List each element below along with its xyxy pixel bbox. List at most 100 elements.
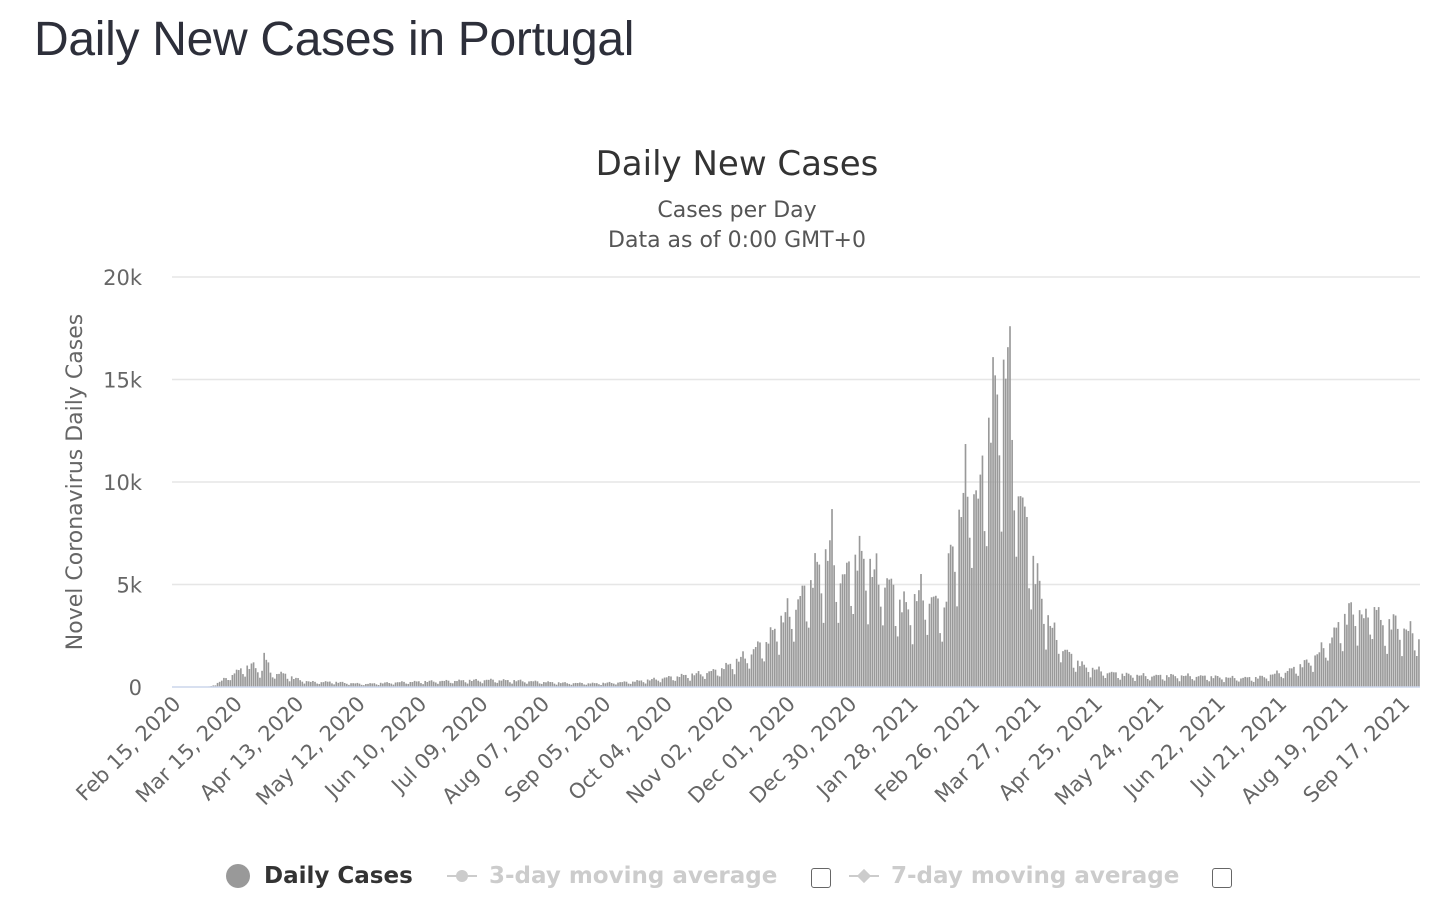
- bar[interactable]: [297, 678, 299, 687]
- bar[interactable]: [846, 562, 848, 687]
- bar[interactable]: [805, 621, 808, 687]
- bar[interactable]: [873, 569, 876, 687]
- bar[interactable]: [553, 683, 556, 687]
- bar[interactable]: [659, 682, 662, 687]
- bar[interactable]: [627, 683, 630, 687]
- bar[interactable]: [678, 676, 681, 687]
- bar[interactable]: [276, 674, 278, 687]
- bar[interactable]: [227, 680, 229, 687]
- bar[interactable]: [532, 681, 535, 687]
- bar[interactable]: [458, 679, 460, 687]
- bar[interactable]: [492, 679, 494, 687]
- bar[interactable]: [937, 598, 939, 687]
- bar[interactable]: [1163, 680, 1166, 687]
- bar[interactable]: [1055, 639, 1058, 687]
- bar[interactable]: [971, 567, 973, 687]
- bar[interactable]: [918, 590, 920, 687]
- bar[interactable]: [638, 680, 641, 687]
- bar[interactable]: [858, 535, 861, 687]
- bar[interactable]: [502, 679, 505, 687]
- bar[interactable]: [600, 685, 602, 687]
- bar[interactable]: [665, 677, 668, 687]
- bar[interactable]: [860, 550, 863, 687]
- bar[interactable]: [790, 628, 793, 687]
- bar[interactable]: [1276, 670, 1278, 687]
- bar[interactable]: [718, 676, 721, 687]
- bar[interactable]: [1157, 675, 1160, 687]
- bar[interactable]: [1265, 678, 1268, 687]
- bar[interactable]: [540, 683, 543, 687]
- bar[interactable]: [1002, 359, 1005, 687]
- bar[interactable]: [1386, 653, 1388, 687]
- bar[interactable]: [316, 683, 318, 687]
- bar[interactable]: [701, 676, 704, 687]
- bar[interactable]: [1267, 681, 1270, 687]
- bar[interactable]: [996, 394, 999, 687]
- bar[interactable]: [1310, 665, 1312, 687]
- bar[interactable]: [1136, 674, 1138, 687]
- bar[interactable]: [1405, 629, 1408, 687]
- bar[interactable]: [884, 587, 886, 687]
- bar[interactable]: [877, 584, 880, 687]
- 7-day-average-checkbox[interactable]: [1212, 868, 1232, 888]
- bar[interactable]: [348, 684, 350, 687]
- bar[interactable]: [1127, 673, 1130, 687]
- bar[interactable]: [1293, 666, 1295, 687]
- bar[interactable]: [771, 630, 774, 687]
- bar[interactable]: [1182, 675, 1185, 687]
- bar[interactable]: [254, 668, 257, 687]
- bar[interactable]: [1246, 677, 1249, 687]
- bar[interactable]: [979, 474, 982, 687]
- bar[interactable]: [229, 680, 232, 687]
- bar[interactable]: [371, 683, 374, 687]
- bar[interactable]: [1305, 659, 1308, 688]
- bar[interactable]: [403, 681, 405, 687]
- bar[interactable]: [1274, 673, 1276, 687]
- bar[interactable]: [1098, 666, 1100, 687]
- bar[interactable]: [1271, 674, 1274, 687]
- bar[interactable]: [466, 683, 469, 687]
- bar[interactable]: [814, 553, 816, 687]
- bar[interactable]: [481, 683, 484, 687]
- bar[interactable]: [750, 654, 753, 687]
- bar[interactable]: [928, 603, 931, 687]
- bar[interactable]: [362, 685, 365, 687]
- bar[interactable]: [1240, 678, 1242, 687]
- bar[interactable]: [1096, 669, 1098, 687]
- bar[interactable]: [733, 674, 736, 687]
- bar[interactable]: [566, 683, 568, 687]
- bar[interactable]: [379, 682, 382, 687]
- bar[interactable]: [216, 682, 219, 687]
- bar[interactable]: [523, 682, 526, 687]
- bar[interactable]: [773, 628, 776, 687]
- bar[interactable]: [447, 680, 450, 687]
- bar[interactable]: [896, 636, 899, 687]
- bar[interactable]: [735, 658, 738, 687]
- bar[interactable]: [793, 641, 795, 687]
- bar[interactable]: [1093, 669, 1096, 687]
- bar[interactable]: [1407, 630, 1410, 687]
- bar[interactable]: [1087, 671, 1090, 687]
- bar[interactable]: [220, 680, 223, 687]
- bar[interactable]: [693, 675, 696, 687]
- bar[interactable]: [1140, 675, 1143, 687]
- bar[interactable]: [1066, 649, 1069, 687]
- bar[interactable]: [418, 681, 420, 687]
- bar[interactable]: [456, 681, 458, 687]
- bar[interactable]: [212, 685, 215, 687]
- bar[interactable]: [564, 682, 566, 687]
- bar[interactable]: [761, 658, 763, 687]
- bar[interactable]: [852, 613, 855, 687]
- bar[interactable]: [570, 684, 573, 687]
- bar[interactable]: [752, 649, 755, 687]
- bar[interactable]: [384, 682, 386, 687]
- bar[interactable]: [1015, 556, 1018, 687]
- bar[interactable]: [1180, 675, 1183, 687]
- bar[interactable]: [871, 577, 874, 687]
- bar[interactable]: [1318, 652, 1321, 687]
- bar[interactable]: [1197, 676, 1200, 687]
- bar[interactable]: [1356, 645, 1359, 687]
- bar[interactable]: [810, 580, 812, 687]
- bar[interactable]: [521, 681, 524, 687]
- bar[interactable]: [252, 662, 255, 687]
